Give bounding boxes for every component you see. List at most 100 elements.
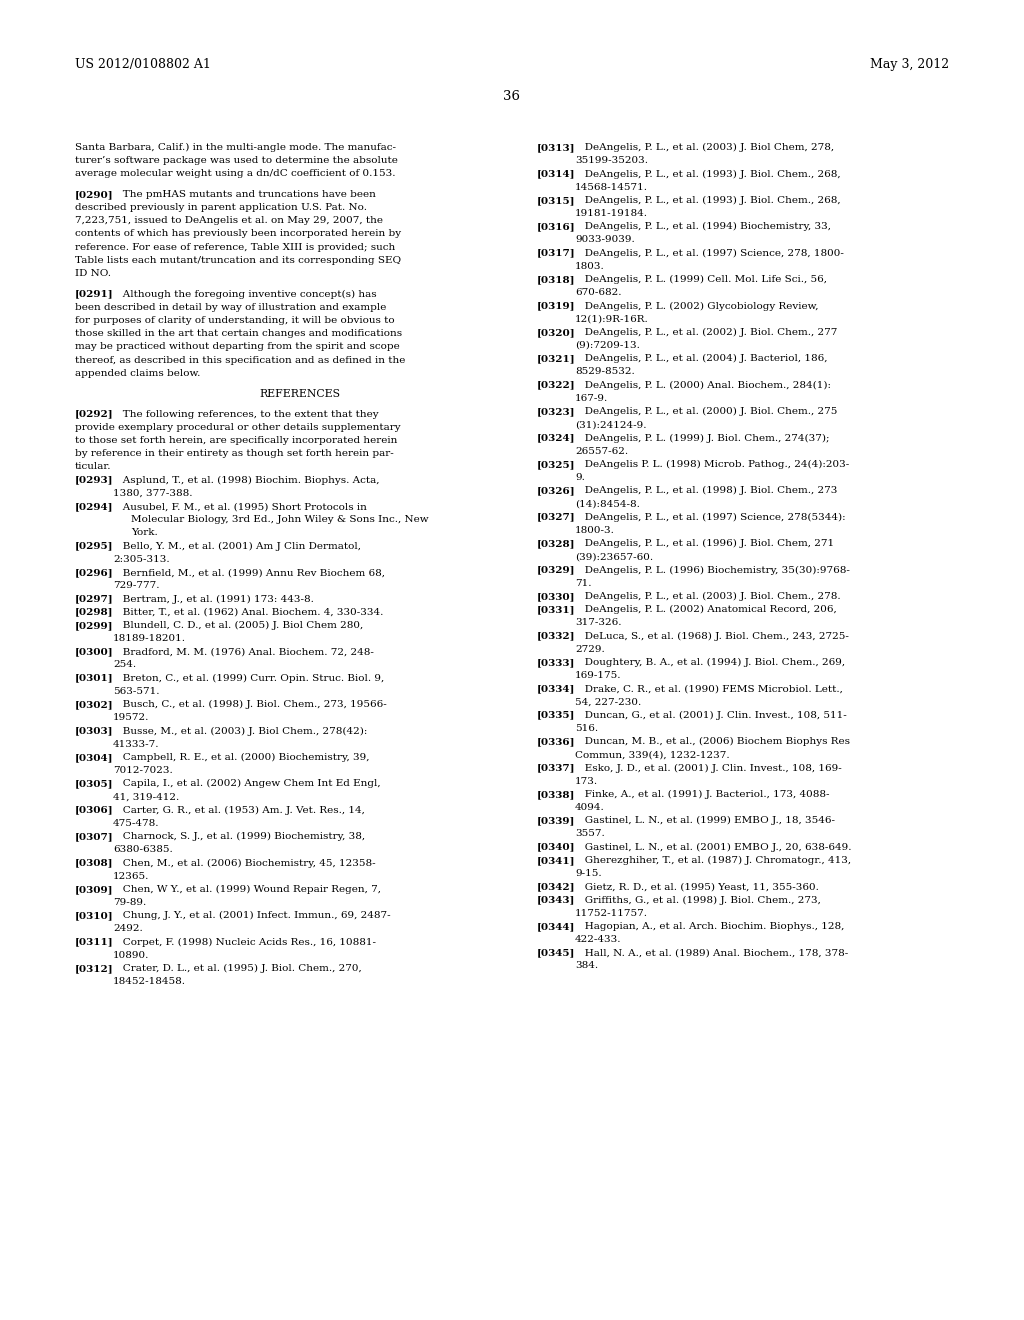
- Text: 1800-3.: 1800-3.: [575, 525, 614, 535]
- Text: reference. For ease of reference, Table XIII is provided; such: reference. For ease of reference, Table …: [75, 243, 395, 252]
- Text: [0310]: [0310]: [75, 911, 114, 920]
- Text: Esko, J. D., et al. (2001) J. Clin. Invest., 108, 169-: Esko, J. D., et al. (2001) J. Clin. Inve…: [575, 763, 842, 772]
- Text: Finke, A., et al. (1991) J. Bacteriol., 173, 4088-: Finke, A., et al. (1991) J. Bacteriol., …: [575, 789, 829, 799]
- Text: [0322]: [0322]: [537, 380, 575, 389]
- Text: Drake, C. R., et al. (1990) FEMS Microbiol. Lett.,: Drake, C. R., et al. (1990) FEMS Microbi…: [575, 684, 843, 693]
- Text: 6380-6385.: 6380-6385.: [113, 845, 173, 854]
- Text: The following references, to the extent that they: The following references, to the extent …: [113, 409, 379, 418]
- Text: York.: York.: [131, 528, 158, 537]
- Text: DeAngelis, P. L. (1999) Cell. Mol. Life Sci., 56,: DeAngelis, P. L. (1999) Cell. Mol. Life …: [575, 275, 827, 284]
- Text: [0294]: [0294]: [75, 502, 114, 511]
- Text: Doughtery, B. A., et al. (1994) J. Biol. Chem., 269,: Doughtery, B. A., et al. (1994) J. Biol.…: [575, 657, 845, 667]
- Text: [0317]: [0317]: [537, 248, 575, 257]
- Text: 11752-11757.: 11752-11757.: [575, 908, 648, 917]
- Text: (31):24124-9.: (31):24124-9.: [575, 420, 646, 429]
- Text: average molecular weight using a dn/dC coefficient of 0.153.: average molecular weight using a dn/dC c…: [75, 169, 395, 178]
- Text: Commun, 339(4), 1232-1237.: Commun, 339(4), 1232-1237.: [575, 750, 730, 759]
- Text: Hagopian, A., et al. Arch. Biochim. Biophys., 128,: Hagopian, A., et al. Arch. Biochim. Biop…: [575, 921, 845, 931]
- Text: thereof, as described in this specification and as defined in the: thereof, as described in this specificat…: [75, 355, 406, 364]
- Text: 18452-18458.: 18452-18458.: [113, 977, 186, 986]
- Text: [0315]: [0315]: [537, 195, 575, 205]
- Text: 35199-35203.: 35199-35203.: [575, 156, 648, 165]
- Text: [0308]: [0308]: [75, 858, 114, 867]
- Text: described previously in parent application U.S. Pat. No.: described previously in parent applicati…: [75, 203, 367, 213]
- Text: Crater, D. L., et al. (1995) J. Biol. Chem., 270,: Crater, D. L., et al. (1995) J. Biol. Ch…: [113, 964, 361, 973]
- Text: Table lists each mutant/truncation and its corresponding SEQ: Table lists each mutant/truncation and i…: [75, 256, 401, 265]
- Text: [0320]: [0320]: [537, 327, 575, 337]
- Text: [0303]: [0303]: [75, 726, 114, 735]
- Text: DeAngelis, P. L., et al. (1993) J. Biol. Chem., 268,: DeAngelis, P. L., et al. (1993) J. Biol.…: [575, 169, 841, 178]
- Text: 1380, 377-388.: 1380, 377-388.: [113, 488, 193, 498]
- Text: [0342]: [0342]: [537, 882, 575, 891]
- Text: by reference in their entirety as though set forth herein par-: by reference in their entirety as though…: [75, 449, 394, 458]
- Text: 71.: 71.: [575, 578, 592, 587]
- Text: 79-89.: 79-89.: [113, 898, 146, 907]
- Text: 173.: 173.: [575, 776, 598, 785]
- Text: contents of which has previously been incorporated herein by: contents of which has previously been in…: [75, 230, 401, 239]
- Text: Asplund, T., et al. (1998) Biochim. Biophys. Acta,: Asplund, T., et al. (1998) Biochim. Biop…: [113, 475, 380, 484]
- Text: 9033-9039.: 9033-9039.: [575, 235, 635, 244]
- Text: 422-433.: 422-433.: [575, 935, 622, 944]
- Text: 41333-7.: 41333-7.: [113, 739, 160, 748]
- Text: 729-777.: 729-777.: [113, 581, 160, 590]
- Text: Breton, C., et al. (1999) Curr. Opin. Struc. Biol. 9,: Breton, C., et al. (1999) Curr. Opin. St…: [113, 673, 384, 682]
- Text: DeAngelis, P. L. (2000) Anal. Biochem., 284(1):: DeAngelis, P. L. (2000) Anal. Biochem., …: [575, 380, 831, 389]
- Text: [0306]: [0306]: [75, 805, 114, 814]
- Text: Gastinel, L. N., et al. (1999) EMBO J., 18, 3546-: Gastinel, L. N., et al. (1999) EMBO J., …: [575, 816, 835, 825]
- Text: 254.: 254.: [113, 660, 136, 669]
- Text: 18189-18201.: 18189-18201.: [113, 634, 186, 643]
- Text: 4094.: 4094.: [575, 803, 605, 812]
- Text: Santa Barbara, Calif.) in the multi-angle mode. The manufac-: Santa Barbara, Calif.) in the multi-angl…: [75, 143, 396, 152]
- Text: DeLuca, S., et al. (1968) J. Biol. Chem., 243, 2725-: DeLuca, S., et al. (1968) J. Biol. Chem.…: [575, 631, 849, 640]
- Text: Hall, N. A., et al. (1989) Anal. Biochem., 178, 378-: Hall, N. A., et al. (1989) Anal. Biochem…: [575, 948, 848, 957]
- Text: 19181-19184.: 19181-19184.: [575, 209, 648, 218]
- Text: The pmHAS mutants and truncations have been: The pmHAS mutants and truncations have b…: [113, 190, 376, 199]
- Text: [0314]: [0314]: [537, 169, 575, 178]
- Text: 3557.: 3557.: [575, 829, 605, 838]
- Text: Duncan, M. B., et al., (2006) Biochem Biophys Res: Duncan, M. B., et al., (2006) Biochem Bi…: [575, 737, 850, 746]
- Text: 54, 227-230.: 54, 227-230.: [575, 697, 641, 706]
- Text: [0321]: [0321]: [537, 354, 575, 363]
- Text: DeAngelis, P. L., et al. (1993) J. Biol. Chem., 268,: DeAngelis, P. L., et al. (1993) J. Biol.…: [575, 195, 841, 205]
- Text: [0291]: [0291]: [75, 289, 114, 298]
- Text: Blundell, C. D., et al. (2005) J. Biol Chem 280,: Blundell, C. D., et al. (2005) J. Biol C…: [113, 620, 364, 630]
- Text: [0335]: [0335]: [537, 710, 575, 719]
- Text: ticular.: ticular.: [75, 462, 112, 471]
- Text: 475-478.: 475-478.: [113, 818, 160, 828]
- Text: Bello, Y. M., et al. (2001) Am J Clin Dermatol,: Bello, Y. M., et al. (2001) Am J Clin De…: [113, 541, 361, 550]
- Text: DeAngelis, P. L., et al. (2003) J. Biol Chem, 278,: DeAngelis, P. L., et al. (2003) J. Biol …: [575, 143, 835, 152]
- Text: (39):23657-60.: (39):23657-60.: [575, 552, 653, 561]
- Text: DeAngelis, P. L., et al. (2004) J. Bacteriol, 186,: DeAngelis, P. L., et al. (2004) J. Bacte…: [575, 354, 827, 363]
- Text: 26557-62.: 26557-62.: [575, 446, 628, 455]
- Text: [0292]: [0292]: [75, 409, 114, 418]
- Text: DeAngelis, P. L., et al. (2002) J. Biol. Chem., 277: DeAngelis, P. L., et al. (2002) J. Biol.…: [575, 327, 838, 337]
- Text: [0333]: [0333]: [537, 657, 575, 667]
- Text: 563-571.: 563-571.: [113, 686, 160, 696]
- Text: ID NO.: ID NO.: [75, 269, 111, 279]
- Text: [0332]: [0332]: [537, 631, 575, 640]
- Text: Corpet, F. (1998) Nucleic Acids Res., 16, 10881-: Corpet, F. (1998) Nucleic Acids Res., 16…: [113, 937, 376, 946]
- Text: DeAngelis, P. L., et al. (1997) Science, 278(5344):: DeAngelis, P. L., et al. (1997) Science,…: [575, 512, 846, 521]
- Text: those skilled in the art that certain changes and modifications: those skilled in the art that certain ch…: [75, 329, 402, 338]
- Text: [0331]: [0331]: [537, 605, 575, 614]
- Text: DeAngelis, P. L., et al. (1997) Science, 278, 1800-: DeAngelis, P. L., et al. (1997) Science,…: [575, 248, 844, 257]
- Text: 169-175.: 169-175.: [575, 671, 622, 680]
- Text: Bradford, M. M. (1976) Anal. Biochem. 72, 248-: Bradford, M. M. (1976) Anal. Biochem. 72…: [113, 647, 374, 656]
- Text: [0293]: [0293]: [75, 475, 114, 484]
- Text: Busse, M., et al. (2003) J. Biol Chem., 278(42):: Busse, M., et al. (2003) J. Biol Chem., …: [113, 726, 368, 735]
- Text: may be practiced without departing from the spirit and scope: may be practiced without departing from …: [75, 342, 399, 351]
- Text: [0318]: [0318]: [537, 275, 575, 284]
- Text: Gastinel, L. N., et al. (2001) EMBO J., 20, 638-649.: Gastinel, L. N., et al. (2001) EMBO J., …: [575, 842, 852, 851]
- Text: 2:305-313.: 2:305-313.: [113, 554, 170, 564]
- Text: DeAngelis, P. L., et al. (1996) J. Biol. Chem, 271: DeAngelis, P. L., et al. (1996) J. Biol.…: [575, 539, 835, 548]
- Text: (9):7209-13.: (9):7209-13.: [575, 341, 640, 350]
- Text: 19572.: 19572.: [113, 713, 150, 722]
- Text: 41, 319-412.: 41, 319-412.: [113, 792, 179, 801]
- Text: DeAngelis, P. L., et al. (2003) J. Biol. Chem., 278.: DeAngelis, P. L., et al. (2003) J. Biol.…: [575, 591, 841, 601]
- Text: [0300]: [0300]: [75, 647, 114, 656]
- Text: Chen, W Y., et al. (1999) Wound Repair Regen, 7,: Chen, W Y., et al. (1999) Wound Repair R…: [113, 884, 381, 894]
- Text: Duncan, G., et al. (2001) J. Clin. Invest., 108, 511-: Duncan, G., et al. (2001) J. Clin. Inves…: [575, 710, 847, 719]
- Text: [0325]: [0325]: [537, 459, 575, 469]
- Text: appended claims below.: appended claims below.: [75, 368, 201, 378]
- Text: [0343]: [0343]: [537, 895, 575, 904]
